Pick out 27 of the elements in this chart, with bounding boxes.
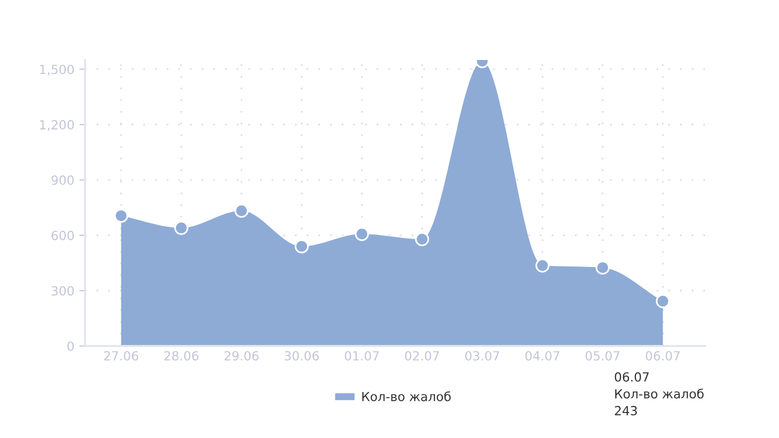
point	[354, 226, 369, 242]
point	[656, 294, 670, 308]
legend-label: Кол-во жалоб	[362, 391, 451, 402]
y-tick-label: 600	[52, 230, 74, 240]
x-tick-label: 30.06	[284, 351, 319, 361]
x-tick-label: 04.07	[525, 351, 560, 361]
point	[415, 232, 430, 246]
y-tick-label: 300	[52, 286, 74, 296]
x-tick-label: 27.06	[104, 351, 138, 361]
point	[535, 258, 550, 273]
point	[114, 208, 128, 223]
y-tick-label: 900	[52, 175, 74, 185]
y-tick-label: 1,200	[40, 120, 74, 131]
x-tick-label: 28.06	[164, 351, 198, 361]
y-tick-label: 1,500	[40, 64, 74, 76]
x-tick-label: 29.06	[224, 351, 259, 361]
point	[596, 260, 610, 275]
text: 06.07 Кол-во жалоб 243	[614, 372, 704, 416]
x-tick-label: 05.07	[586, 351, 620, 361]
x-tick-label: 06.07	[646, 351, 680, 361]
x-tick-label: 03.07	[465, 351, 500, 361]
x-tick-label: 01.07	[344, 351, 379, 361]
x-tick-label: 02.07	[405, 351, 439, 361]
point	[294, 239, 309, 254]
point	[174, 220, 188, 235]
point	[234, 204, 249, 218]
y-tick-label: 0	[67, 341, 74, 351]
